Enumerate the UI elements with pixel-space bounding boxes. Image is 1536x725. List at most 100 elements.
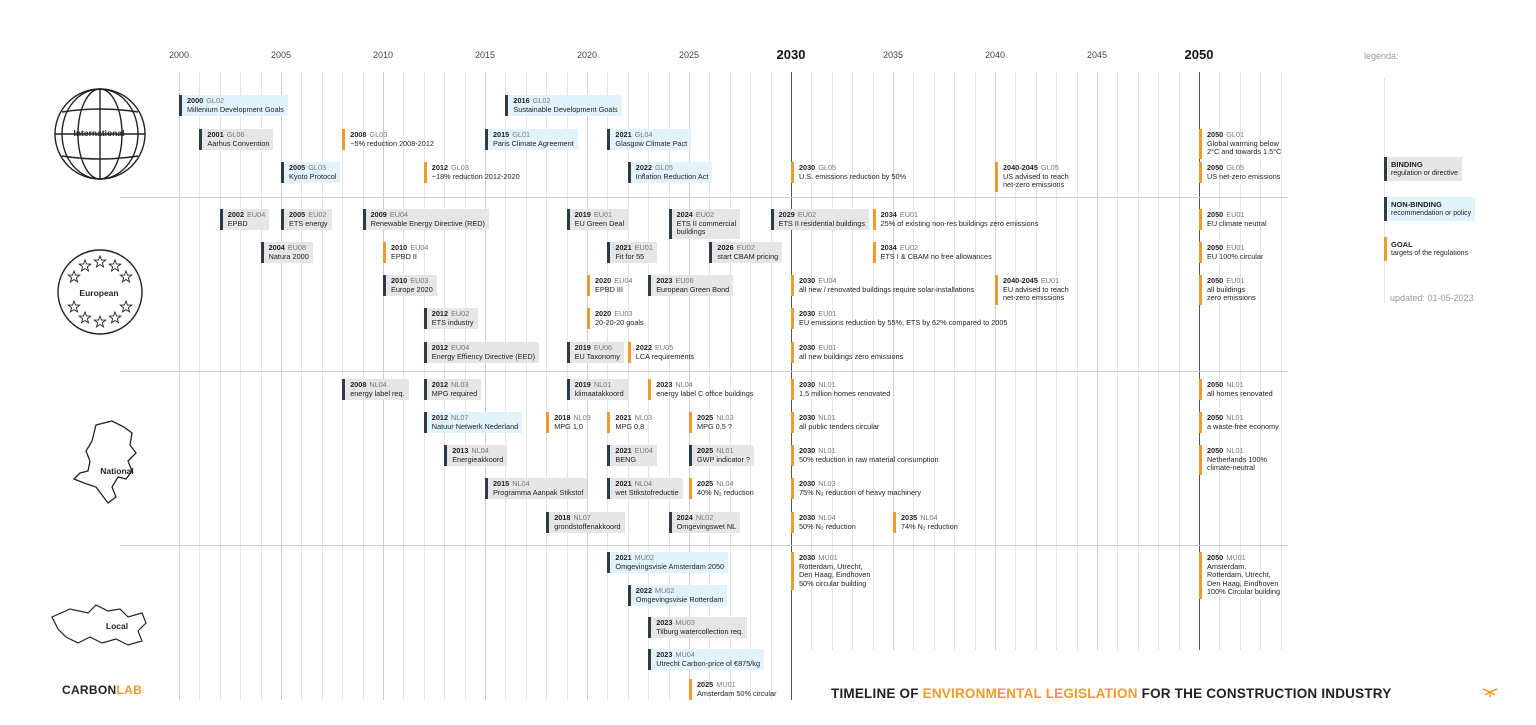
grid-line — [1219, 72, 1221, 650]
grid-line — [219, 72, 221, 700]
timeline-event: 2009 EU04 Renewable Energy Directive (RED) — [362, 209, 489, 231]
grid-line — [1239, 72, 1241, 650]
grid-line — [770, 72, 772, 700]
netherlands-map-icon — [72, 420, 137, 504]
event-description: a waste-free economy — [1207, 421, 1279, 431]
timeline-event: 2012 EU02 ETS industry — [423, 308, 478, 330]
event-code: MU02 — [634, 553, 655, 562]
event-code: GL02 — [206, 96, 225, 105]
event-year: 2050 — [1207, 413, 1224, 422]
timeline-event: 2021 NL04 wet Stikstofreductie — [607, 478, 683, 500]
grid-line — [1076, 72, 1078, 650]
event-description: 50% N₂ reduction — [799, 521, 856, 531]
event-code: EU06 — [593, 343, 613, 352]
grid-line — [811, 72, 813, 650]
event-code: NL04 — [920, 513, 938, 522]
legend-divider — [1384, 78, 1385, 303]
event-year: 2023 — [656, 618, 673, 627]
grid-line — [1097, 72, 1098, 650]
event-year: 2030 — [799, 276, 816, 285]
legend-binding-desc: regulation or directive — [1391, 170, 1458, 177]
event-code: GL05 — [655, 163, 673, 172]
event-year: 2030 — [799, 553, 816, 562]
event-description: LCA requirements — [635, 351, 695, 361]
event-year: 2021 — [615, 413, 632, 422]
grid-line — [1199, 72, 1200, 650]
legend-nonbinding-label: NON-BINDING — [1391, 200, 1442, 209]
event-year: 2005 — [289, 163, 306, 172]
legend-goal-desc: targets of the regulations — [1391, 250, 1469, 257]
timeline-event: 2030 EU04 all new / renovated buildings re… — [791, 275, 978, 297]
event-year: 2021 — [615, 553, 632, 562]
local-map-icon — [51, 604, 147, 646]
timeline-event: 2025 MU01 Amsterdam 50% circular — [689, 679, 780, 701]
timeline-event: 2018 NL03 MPG 1,0 — [546, 412, 595, 434]
event-description: US net-zero emissions — [1207, 171, 1281, 181]
event-year: 2023 — [656, 276, 673, 285]
event-description: EU emissions reduction by 55%, ETS by 62… — [799, 317, 1008, 327]
event-description: ~18% reduction 2012-2020 — [431, 171, 520, 181]
year-tick-label: 2045 — [1086, 50, 1108, 60]
event-code: NL01 — [818, 446, 836, 455]
event-year: 2004 — [268, 243, 285, 252]
event-code: EU03 — [410, 276, 429, 285]
grid-line — [281, 72, 282, 700]
event-year: 2012 — [431, 413, 449, 422]
event-code: NL07 — [451, 413, 469, 422]
grid-line — [260, 72, 262, 700]
timeline-event: 2029 EU02 ETS II residential buildings — [770, 209, 869, 231]
event-year: 2030 — [799, 413, 816, 422]
event-description: EU advised to reach net-zero emissions — [1003, 284, 1069, 303]
grid-line — [729, 72, 731, 700]
event-code: EU02 — [797, 210, 817, 219]
event-description: Utrecht Carbon-price of €875/kg — [656, 658, 761, 668]
event-description: EPBD III — [595, 284, 623, 294]
event-year: 2018 — [554, 413, 571, 422]
event-description: Amsterdam 50% circular — [697, 688, 777, 698]
grid-line — [321, 72, 323, 700]
event-year: 2021 — [615, 446, 632, 455]
event-year: 2050 — [1207, 446, 1224, 455]
event-code: EU01 — [818, 343, 837, 352]
event-description: EU climate neutral — [1207, 218, 1267, 228]
event-year: 2020 — [595, 309, 612, 318]
event-description: Aarhus Convention — [207, 138, 270, 148]
event-description: U.S. emissions reduction by 50% — [799, 171, 907, 181]
timeline-event: 2023 NL04 energy label C office buildings — [648, 379, 757, 401]
event-description: Energy Effiency Directive (EED) — [431, 351, 536, 361]
event-description: Amsterdam, Rotterdam, Utrecht, Den Haag,… — [1207, 561, 1281, 597]
event-code: GL05 — [1040, 163, 1059, 172]
timeline-event: 2005 EU02 ETS energy — [281, 209, 332, 231]
section-separator — [120, 371, 1288, 372]
timeline-event: 2030 GL05 U.S. emissions reduction by 50% — [791, 162, 910, 184]
event-year: 2010 — [391, 276, 408, 285]
event-code: EU01 — [899, 210, 919, 219]
timeline-event: 2050 NL01 Netherlands 100% climate-neutral — [1199, 445, 1271, 475]
event-year: 2001 — [207, 130, 224, 139]
event-description: Glasgow Climate Pact — [615, 138, 688, 148]
event-code: EU04 — [410, 243, 429, 252]
star-icon — [93, 314, 107, 328]
star-icon — [119, 299, 133, 313]
event-year: 2030 — [799, 163, 816, 172]
event-year: 2023 — [656, 650, 673, 659]
event-year: 2012 — [431, 343, 449, 352]
event-code: MU02 — [655, 586, 675, 595]
timeline-event: 2021 GL04 Glasgow Climate Pact — [607, 129, 692, 151]
event-code: GL01 — [1226, 130, 1245, 139]
legend-nonbinding-desc: recommendation or policy — [1391, 210, 1472, 217]
section-separator — [120, 197, 1288, 198]
event-year: 2022 — [635, 586, 653, 595]
timeline-event: 2034 EU02 ETS I & CBAM no free allowances — [872, 242, 996, 264]
year-tick-label: 2020 — [576, 50, 598, 60]
legend-binding-label: BINDING — [1391, 160, 1423, 169]
event-description: Europe 2020 — [391, 284, 433, 294]
year-tick-label: 2025 — [678, 50, 700, 60]
category-local: Local — [105, 621, 129, 631]
timeline-event: 2021 EU04 BENG — [607, 445, 657, 467]
event-description: energy label req. — [350, 388, 405, 398]
event-description: all new / renovated buildings require so… — [799, 284, 975, 294]
year-tick-label: 2015 — [474, 50, 496, 60]
event-year: 2008 — [350, 380, 367, 389]
event-description: all new buildings zero emissions — [799, 351, 904, 361]
